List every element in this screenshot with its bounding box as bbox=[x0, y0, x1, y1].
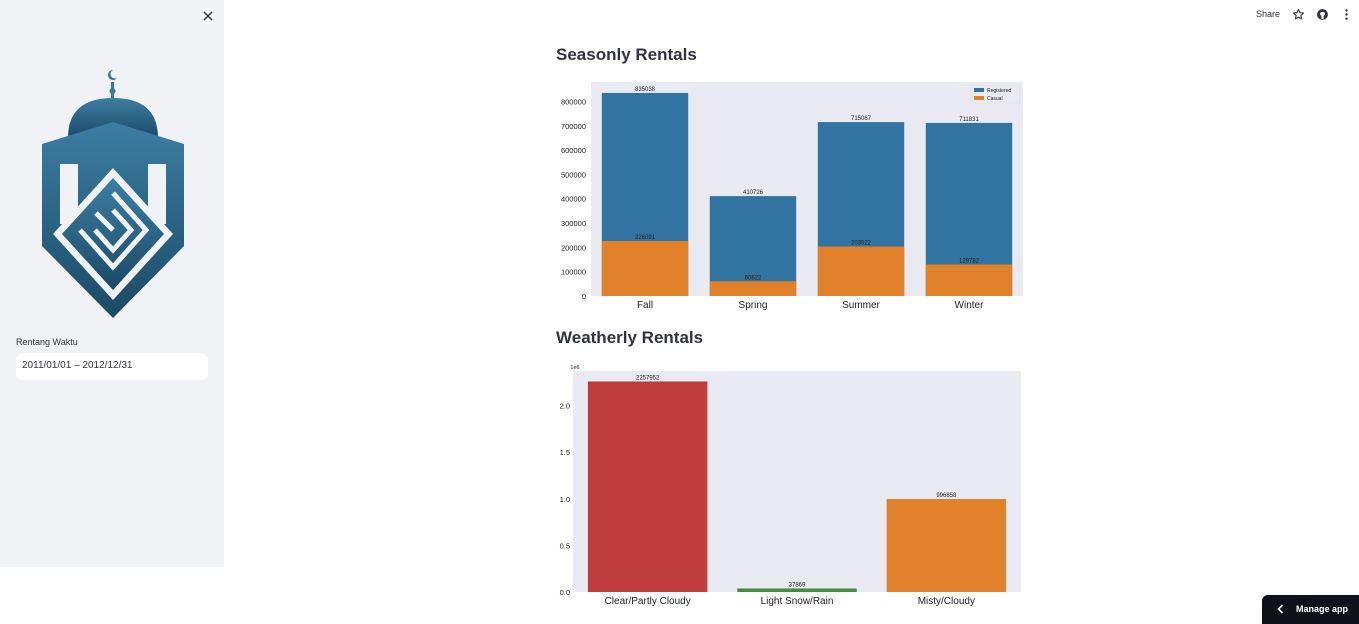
weather-rentals-title: Weatherly Rentals bbox=[556, 328, 704, 347]
seasonal-rentals-title: Seasonly Rentals bbox=[556, 45, 697, 64]
date-range-label: Rentang Waktu bbox=[16, 337, 78, 347]
data-label-registered: 835038 bbox=[635, 87, 656, 93]
bar-registered bbox=[709, 196, 797, 296]
y-tick-label: 600000 bbox=[561, 146, 586, 155]
x-tick-label: Light Snow/Rain bbox=[761, 596, 834, 607]
legend-swatch-casual bbox=[974, 96, 984, 100]
x-tick-label: Clear/Partly Cloudy bbox=[605, 596, 691, 607]
sidebar: Rentang Waktu 2011/01/01 – 2012/12/31 bbox=[0, 0, 224, 567]
x-tick-label: Summer bbox=[842, 300, 880, 311]
bar-weather bbox=[886, 499, 1007, 592]
y-tick-label: 400000 bbox=[561, 195, 586, 204]
more-vertical-icon[interactable] bbox=[1340, 8, 1353, 21]
data-label-registered: 410726 bbox=[743, 190, 764, 196]
bar-casual bbox=[601, 241, 689, 296]
seasonal-rentals-chart: 0 100000 200000 300000 400000 500000 600000 700… bbox=[561, 82, 1023, 311]
x-tick-label: Winter bbox=[955, 300, 985, 311]
y-tick-label: 0.0 bbox=[560, 588, 570, 597]
close-icon[interactable] bbox=[200, 8, 216, 24]
legend-label-casual: Casual bbox=[987, 96, 1003, 102]
data-label-casual: 60622 bbox=[745, 275, 762, 281]
y-tick-label: 1.0 bbox=[560, 495, 570, 504]
bar-casual bbox=[925, 264, 1013, 296]
y-scale-label: 1e6 bbox=[570, 365, 579, 371]
y-tick-label: 100000 bbox=[561, 268, 586, 277]
github-icon[interactable] bbox=[1316, 8, 1329, 21]
y-tick-label: 1.5 bbox=[560, 448, 570, 457]
x-tick-label: Fall bbox=[637, 300, 653, 311]
data-label-casual: 226091 bbox=[635, 235, 656, 241]
mosque-logo bbox=[42, 70, 184, 318]
bar-casual bbox=[817, 246, 905, 296]
y-tick-label: 800000 bbox=[561, 97, 586, 106]
manage-app-label: Manage app bbox=[1296, 604, 1349, 614]
legend-label-registered: Registered bbox=[987, 88, 1011, 94]
y-tick-label: 700000 bbox=[561, 122, 586, 131]
bar-casual bbox=[709, 281, 797, 296]
y-tick-label: 300000 bbox=[561, 219, 586, 228]
share-button[interactable]: Share bbox=[1256, 9, 1281, 19]
weather-rentals-chart: 1e6 0.0 0.5 1.0 1.5 2.0 2257952 Clear/Partly Cl… bbox=[560, 365, 1021, 607]
data-label-casual: 203522 bbox=[851, 241, 872, 247]
x-tick-label: Misty/Cloudy bbox=[918, 596, 975, 607]
y-tick-label: 500000 bbox=[561, 170, 586, 179]
x-tick-label: Spring bbox=[739, 300, 768, 311]
y-tick-label: 200000 bbox=[561, 243, 586, 252]
data-label: 37869 bbox=[789, 582, 806, 588]
date-range-input[interactable]: 2011/01/01 – 2012/12/31 bbox=[16, 353, 208, 380]
bar-weather bbox=[737, 588, 857, 592]
data-label-registered: 711831 bbox=[959, 117, 979, 123]
data-label: 2257952 bbox=[636, 375, 660, 381]
legend-swatch-registered bbox=[974, 88, 984, 92]
y-tick-label: 0.5 bbox=[560, 541, 570, 550]
manage-app-button[interactable]: Manage app bbox=[1262, 595, 1359, 624]
y-tick-label: 0 bbox=[582, 292, 586, 301]
data-label-casual: 129782 bbox=[959, 258, 980, 264]
chart-legend: Registered Casual bbox=[970, 85, 1021, 104]
star-icon[interactable] bbox=[1292, 8, 1305, 21]
bar-weather bbox=[587, 381, 708, 592]
chevron-left-icon bbox=[1277, 604, 1284, 614]
data-label-registered: 715067 bbox=[851, 116, 872, 122]
data-label: 996858 bbox=[936, 493, 957, 499]
y-tick-label: 2.0 bbox=[560, 402, 570, 411]
